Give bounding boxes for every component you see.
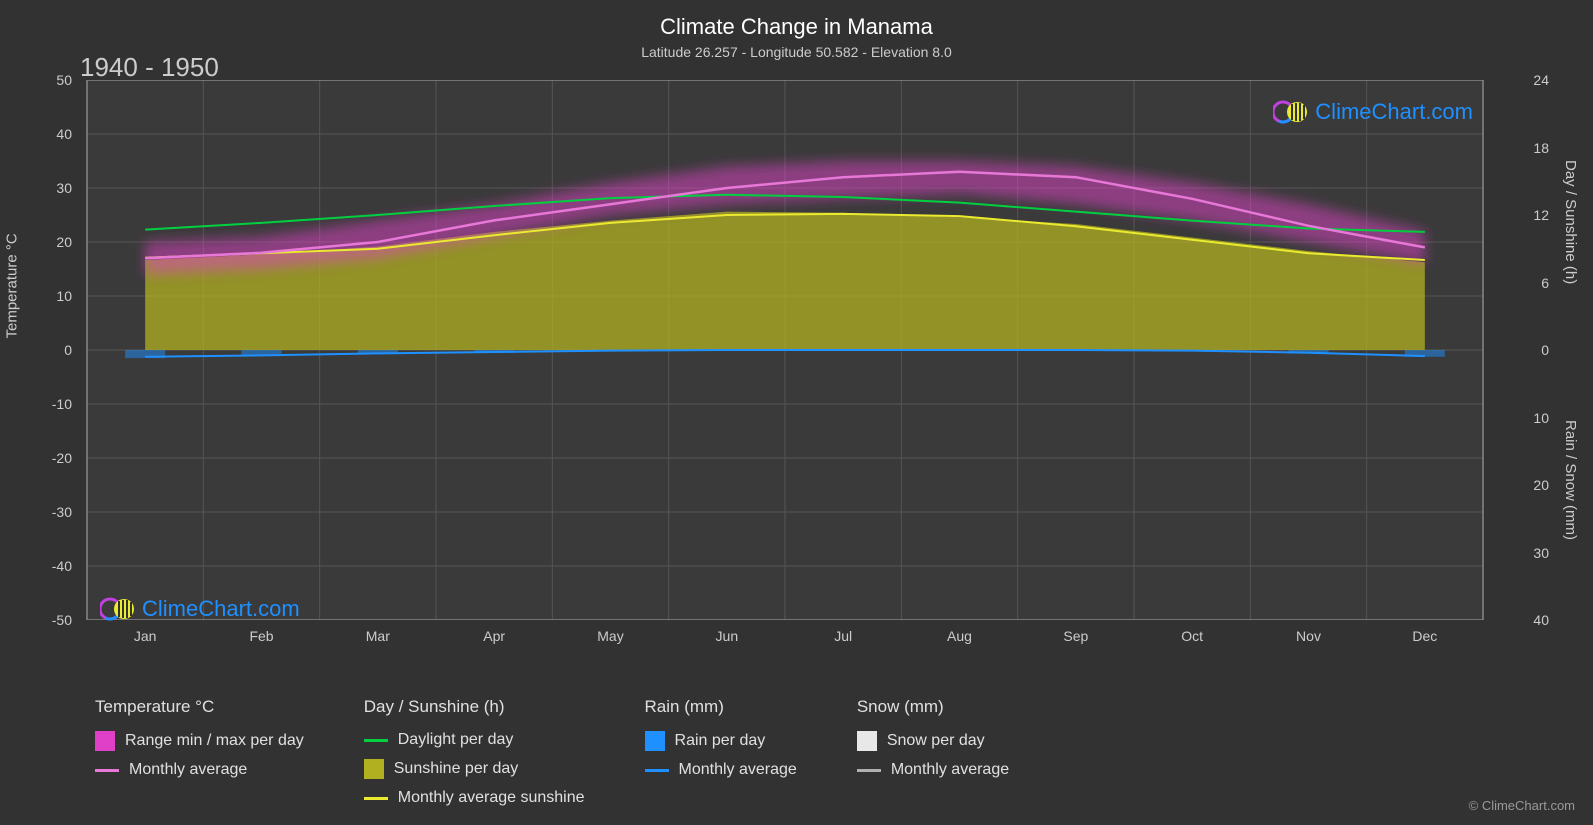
y-left-tick: 30 bbox=[42, 180, 72, 196]
y-axis-left-label: Temperature °C bbox=[4, 233, 21, 338]
y-left-tick: 40 bbox=[42, 126, 72, 142]
legend-swatch bbox=[645, 769, 669, 772]
y-right-tick: 6 bbox=[1541, 275, 1549, 291]
x-tick: May bbox=[597, 628, 623, 644]
legend-group: Day / Sunshine (h) Daylight per day Sunshi… bbox=[364, 697, 585, 807]
y-left-tick: -20 bbox=[42, 450, 72, 466]
y-left-tick: 10 bbox=[42, 288, 72, 304]
legend-item: Monthly average bbox=[645, 761, 797, 779]
y-right-tick: 20 bbox=[1533, 477, 1549, 493]
logo-icon bbox=[100, 595, 136, 623]
legend-swatch bbox=[95, 731, 115, 751]
plot-area bbox=[75, 80, 1495, 620]
x-tick: Oct bbox=[1181, 628, 1203, 644]
copyright-text: © ClimeChart.com bbox=[1469, 798, 1575, 813]
legend-group-title: Snow (mm) bbox=[857, 697, 1009, 717]
x-tick: Sep bbox=[1063, 628, 1088, 644]
y-axis-right-top-label: Day / Sunshine (h) bbox=[1562, 160, 1579, 284]
y-right-tick: 18 bbox=[1533, 140, 1549, 156]
x-tick: Feb bbox=[249, 628, 273, 644]
watermark-text: ClimeChart.com bbox=[1315, 99, 1473, 125]
y-right-tick: 0 bbox=[1541, 342, 1549, 358]
legend-group-title: Rain (mm) bbox=[645, 697, 797, 717]
x-tick: Jun bbox=[716, 628, 739, 644]
legend-swatch bbox=[364, 797, 388, 800]
legend-label: Daylight per day bbox=[398, 731, 514, 749]
legend-group: Rain (mm) Rain per day Monthly average bbox=[645, 697, 797, 807]
legend-label: Range min / max per day bbox=[125, 732, 304, 750]
watermark-text: ClimeChart.com bbox=[142, 596, 300, 622]
legend-swatch bbox=[364, 759, 384, 779]
y-left-tick: -10 bbox=[42, 396, 72, 412]
chart-title: Climate Change in Manama bbox=[0, 0, 1593, 40]
legend-label: Monthly average sunshine bbox=[398, 789, 585, 807]
chart-svg bbox=[75, 80, 1495, 620]
watermark-top: ClimeChart.com bbox=[1273, 98, 1473, 126]
x-tick: Nov bbox=[1296, 628, 1321, 644]
legend-item: Snow per day bbox=[857, 731, 1009, 751]
chart-subtitle: Latitude 26.257 - Longitude 50.582 - Ele… bbox=[0, 40, 1593, 60]
legend-label: Sunshine per day bbox=[394, 760, 519, 778]
y-right-tick: 12 bbox=[1533, 207, 1549, 223]
legend-label: Monthly average bbox=[891, 761, 1009, 779]
x-tick: Jan bbox=[134, 628, 157, 644]
legend-swatch bbox=[364, 739, 388, 742]
watermark-bottom: ClimeChart.com bbox=[100, 595, 300, 623]
x-tick: Apr bbox=[483, 628, 505, 644]
legend-swatch bbox=[857, 769, 881, 772]
legend-item: Range min / max per day bbox=[95, 731, 304, 751]
legend-item: Daylight per day bbox=[364, 731, 585, 749]
legend-swatch bbox=[645, 731, 665, 751]
legend-label: Monthly average bbox=[129, 761, 247, 779]
period-label: 1940 - 1950 bbox=[80, 52, 219, 83]
y-left-tick: -40 bbox=[42, 558, 72, 574]
legend-group-title: Day / Sunshine (h) bbox=[364, 697, 585, 717]
y-left-tick: 20 bbox=[42, 234, 72, 250]
y-right-tick: 24 bbox=[1533, 72, 1549, 88]
x-tick: Aug bbox=[947, 628, 972, 644]
x-tick: Mar bbox=[366, 628, 390, 644]
y-left-tick: -30 bbox=[42, 504, 72, 520]
y-left-tick: -50 bbox=[42, 612, 72, 628]
legend-swatch bbox=[857, 731, 877, 751]
legend-item: Monthly average sunshine bbox=[364, 789, 585, 807]
legend-item: Sunshine per day bbox=[364, 759, 585, 779]
y-left-tick: 50 bbox=[42, 72, 72, 88]
x-tick: Dec bbox=[1412, 628, 1437, 644]
legend-group: Temperature °C Range min / max per day Mon… bbox=[95, 697, 304, 807]
legend-label: Rain per day bbox=[675, 732, 766, 750]
y-left-tick: 0 bbox=[42, 342, 72, 358]
legend-swatch bbox=[95, 769, 119, 772]
y-axis-right-bottom-label: Rain / Snow (mm) bbox=[1562, 420, 1579, 540]
legend-item: Rain per day bbox=[645, 731, 797, 751]
legend-label: Monthly average bbox=[679, 761, 797, 779]
legend-label: Snow per day bbox=[887, 732, 985, 750]
y-right-tick: 10 bbox=[1533, 410, 1549, 426]
legend-group: Snow (mm) Snow per day Monthly average bbox=[857, 697, 1009, 807]
logo-icon bbox=[1273, 98, 1309, 126]
legend-item: Monthly average bbox=[857, 761, 1009, 779]
x-tick: Jul bbox=[834, 628, 852, 644]
legend: Temperature °C Range min / max per day Mon… bbox=[95, 697, 1515, 807]
legend-group-title: Temperature °C bbox=[95, 697, 304, 717]
legend-item: Monthly average bbox=[95, 761, 304, 779]
chart-container: Climate Change in Manama Latitude 26.257… bbox=[0, 0, 1593, 825]
y-right-tick: 30 bbox=[1533, 545, 1549, 561]
y-right-tick: 40 bbox=[1533, 612, 1549, 628]
